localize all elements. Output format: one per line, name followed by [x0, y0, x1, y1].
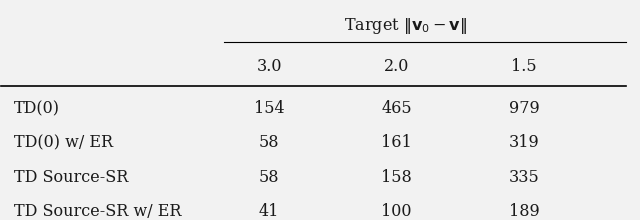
- Text: 2.0: 2.0: [384, 57, 409, 75]
- Text: 58: 58: [259, 169, 279, 186]
- Text: 158: 158: [381, 169, 412, 186]
- Text: TD(0) w/ ER: TD(0) w/ ER: [14, 134, 113, 151]
- Text: 189: 189: [509, 203, 540, 220]
- Text: TD Source-SR w/ ER: TD Source-SR w/ ER: [14, 203, 182, 220]
- Text: 979: 979: [509, 100, 540, 117]
- Text: TD(0): TD(0): [14, 100, 60, 117]
- Text: 319: 319: [509, 134, 540, 151]
- Text: Target $\|\mathbf{v}_0 - \mathbf{v}\|$: Target $\|\mathbf{v}_0 - \mathbf{v}\|$: [344, 16, 468, 36]
- Text: 1.5: 1.5: [511, 57, 537, 75]
- Text: 3.0: 3.0: [256, 57, 282, 75]
- Text: 58: 58: [259, 134, 279, 151]
- Text: 335: 335: [509, 169, 540, 186]
- Text: 154: 154: [253, 100, 284, 117]
- Text: 41: 41: [259, 203, 279, 220]
- Text: TD Source-SR: TD Source-SR: [14, 169, 129, 186]
- Text: 100: 100: [381, 203, 412, 220]
- Text: 161: 161: [381, 134, 412, 151]
- Text: 465: 465: [381, 100, 412, 117]
